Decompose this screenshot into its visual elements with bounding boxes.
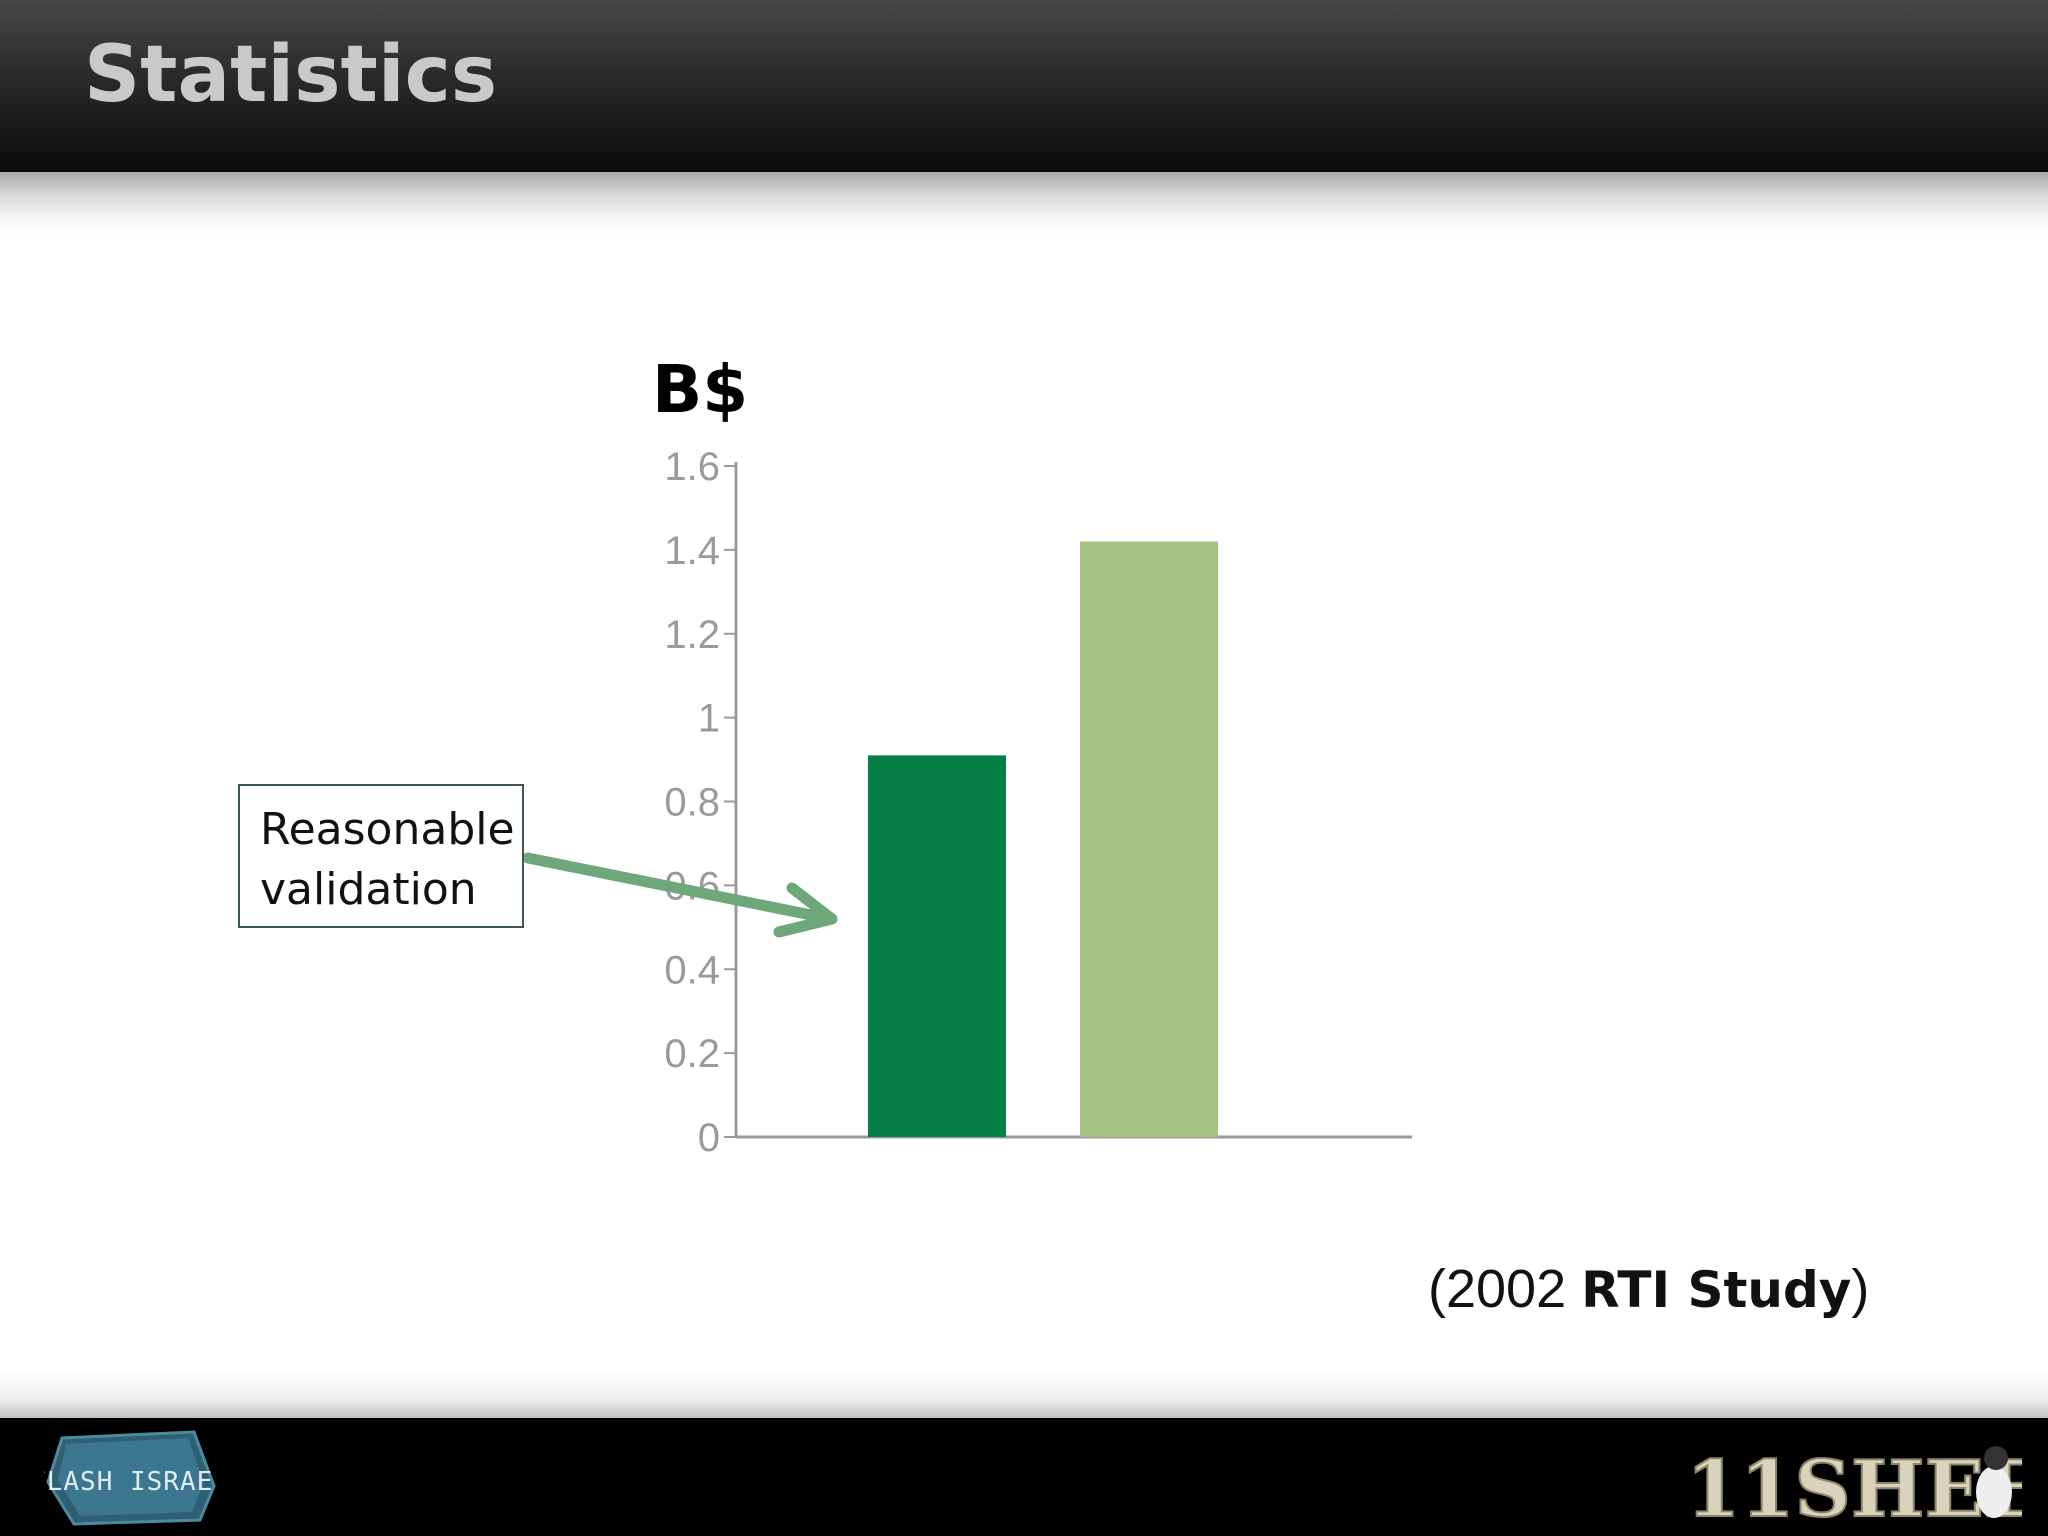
annotation-line-2: validation	[260, 864, 477, 915]
annotation-box: Reasonable validation	[238, 784, 524, 928]
y-tick-label: 0	[698, 1116, 720, 1160]
flash-israel-logo-text: FLASH ISRAEL	[44, 1467, 216, 1497]
header-shadow	[0, 172, 2048, 236]
11sheep-logo: 11SHEEP	[1685, 1443, 2022, 1530]
bar-2	[1080, 541, 1218, 1137]
11sheep-logo-text: 11SHEEP	[1686, 1444, 2022, 1530]
y-tick-label: 1.2	[664, 613, 720, 657]
arrow-head	[773, 882, 838, 938]
bar-1	[868, 755, 1006, 1137]
y-tick-label: 1	[698, 697, 720, 741]
citation-prefix: (2002	[1428, 1259, 1582, 1319]
annotation-arrow	[522, 852, 838, 938]
chart-bars	[868, 541, 1218, 1137]
title-bar: Statistics	[0, 0, 2048, 172]
y-tick-label: 1.4	[664, 529, 720, 573]
citation-suffix: )	[1851, 1259, 1870, 1319]
citation-study: RTI Study	[1581, 1261, 1852, 1319]
y-tick-label: 0.8	[664, 781, 720, 825]
y-axis-label: B$	[652, 351, 748, 428]
arrow-shaft	[522, 852, 832, 924]
annotation-line-1: Reasonable	[260, 804, 515, 855]
y-tick-label: 0.2	[664, 1032, 720, 1076]
chart-axes: 00.20.40.60.811.21.41.6	[664, 445, 1412, 1160]
page-title: Statistics	[84, 30, 498, 120]
y-tick-label: 1.6	[664, 445, 720, 489]
footer-bar	[0, 1418, 2048, 1536]
flash-israel-logo: FLASH ISRAEL	[44, 1430, 216, 1526]
footer-fade	[0, 1370, 2048, 1420]
y-tick-label: 0.4	[664, 948, 720, 992]
source-citation: (2002 RTI Study)	[1428, 1258, 1869, 1320]
